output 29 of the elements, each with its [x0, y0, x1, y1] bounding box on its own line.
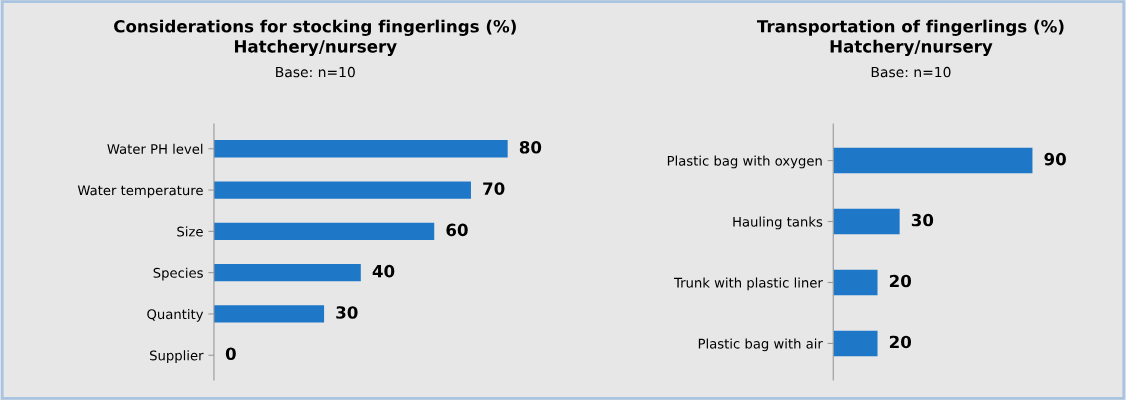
data-label: 30	[336, 306, 358, 319]
data-label: 20	[889, 335, 912, 349]
data-label: 60	[446, 223, 468, 237]
bar	[213, 222, 435, 241]
chart-title: Transportation of fingerlings (%) Hatchery/nursery	[756, 19, 1064, 56]
y-tick-label: Quantity	[147, 308, 204, 322]
y-tick-label: Plastic bag with air	[698, 338, 823, 352]
y-tick-label: Species	[153, 267, 203, 281]
y-tick-label: Size	[177, 226, 203, 237]
data-label: 30	[911, 213, 934, 227]
chart-subtitle: Base: n=10	[276, 66, 355, 78]
bar	[213, 140, 508, 158]
y-tick-label: Hauling tanks	[733, 216, 823, 230]
y-tick-label: Supplier	[150, 350, 204, 363]
data-label: 0	[225, 347, 236, 361]
bar	[213, 181, 471, 199]
chart-subtitle: Base: n=10	[871, 66, 951, 78]
chart-title: Considerations for stocking fingerlings (%) Hatchery/nursery	[114, 19, 516, 56]
bar	[213, 263, 361, 282]
y-tick-label: Water temperature	[77, 185, 203, 198]
y-tick-label: Plastic bag with oxygen	[667, 155, 822, 169]
y-tick-label: Water PH level	[107, 143, 203, 154]
data-label: 90	[1044, 152, 1066, 166]
bar	[213, 305, 325, 323]
data-label: 40	[372, 264, 395, 278]
y-tick-label: Trunk with plastic liner	[673, 277, 823, 291]
data-label: 70	[483, 182, 505, 195]
data-label: 80	[519, 141, 542, 154]
data-label: 20	[889, 274, 912, 288]
